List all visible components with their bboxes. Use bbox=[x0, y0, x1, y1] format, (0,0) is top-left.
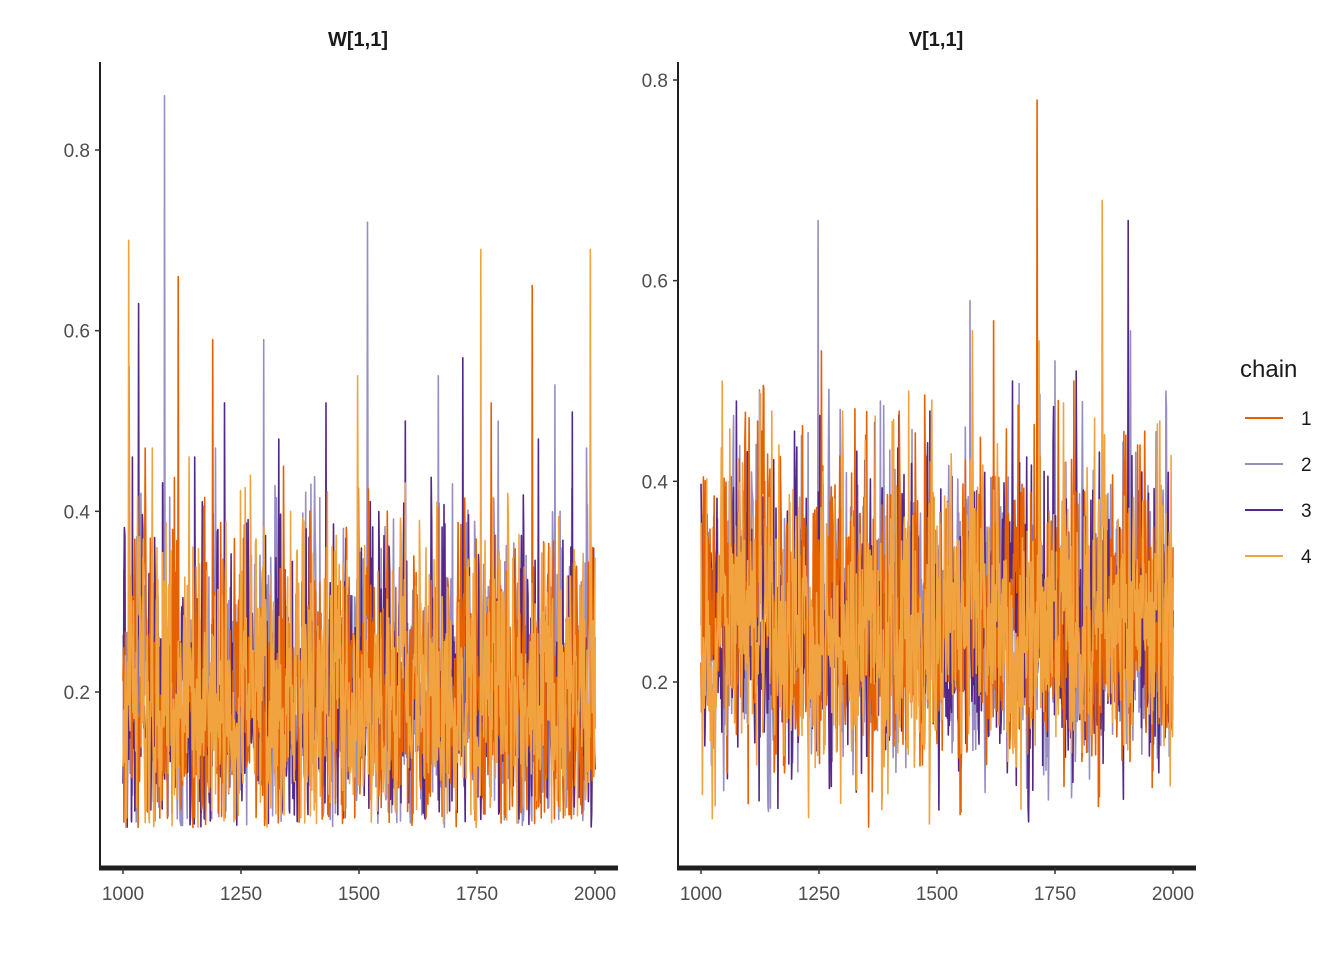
panel-w11: W[1,1] 0.2 0.4 0.6 0.8 1000 1250 1500 1750 2000 bbox=[64, 29, 618, 905]
y-ticks: 0.2 0.4 0.6 0.8 bbox=[642, 71, 678, 694]
y-tick-label: 0.8 bbox=[64, 141, 90, 162]
y-tick-label: 0.8 bbox=[642, 71, 668, 92]
legend: chain 1 2 3 4 bbox=[1240, 356, 1312, 568]
series-layer bbox=[122, 95, 596, 829]
series-line-chain-4 bbox=[122, 239, 596, 829]
x-tick-label: 1750 bbox=[1034, 884, 1076, 905]
legend-label-1: 1 bbox=[1301, 409, 1312, 430]
legend-item-3: 3 bbox=[1245, 501, 1312, 522]
legend-item-4: 4 bbox=[1245, 547, 1312, 568]
x-tick-label: 1500 bbox=[916, 884, 958, 905]
y-ticks: 0.2 0.4 0.6 0.8 bbox=[64, 141, 100, 704]
series-line-chain-4 bbox=[700, 199, 1174, 825]
x-tick-label: 1500 bbox=[338, 884, 380, 905]
legend-label-3: 3 bbox=[1301, 501, 1312, 522]
y-tick-label: 0.4 bbox=[64, 502, 91, 523]
x-tick-label: 1000 bbox=[680, 884, 722, 905]
x-ticks: 1000 1250 1500 1750 2000 bbox=[102, 868, 616, 905]
y-tick-label: 0.6 bbox=[64, 322, 90, 343]
x-tick-label: 1000 bbox=[102, 884, 144, 905]
legend-item-2: 2 bbox=[1245, 455, 1312, 476]
legend-label-4: 4 bbox=[1301, 547, 1312, 568]
y-tick-label: 0.2 bbox=[642, 673, 668, 694]
y-tick-label: 0.2 bbox=[64, 683, 90, 704]
x-tick-label: 1250 bbox=[798, 884, 840, 905]
x-tick-label: 2000 bbox=[1152, 884, 1194, 905]
x-tick-label: 1750 bbox=[456, 884, 498, 905]
panel-title: W[1,1] bbox=[328, 29, 388, 51]
panel-title: V[1,1] bbox=[909, 29, 963, 51]
legend-title: chain bbox=[1240, 356, 1297, 383]
y-tick-label: 0.6 bbox=[642, 272, 668, 293]
y-tick-label: 0.4 bbox=[642, 472, 669, 493]
legend-label-2: 2 bbox=[1301, 455, 1312, 476]
panel-v11: V[1,1] 0.2 0.4 0.6 0.8 1000 1250 1500 1750 2000 bbox=[642, 29, 1196, 905]
x-ticks: 1000 1250 1500 1750 2000 bbox=[680, 868, 1194, 905]
series-layer bbox=[700, 99, 1174, 828]
legend-item-1: 1 bbox=[1245, 409, 1312, 430]
x-tick-label: 2000 bbox=[574, 884, 616, 905]
x-tick-label: 1250 bbox=[220, 884, 262, 905]
